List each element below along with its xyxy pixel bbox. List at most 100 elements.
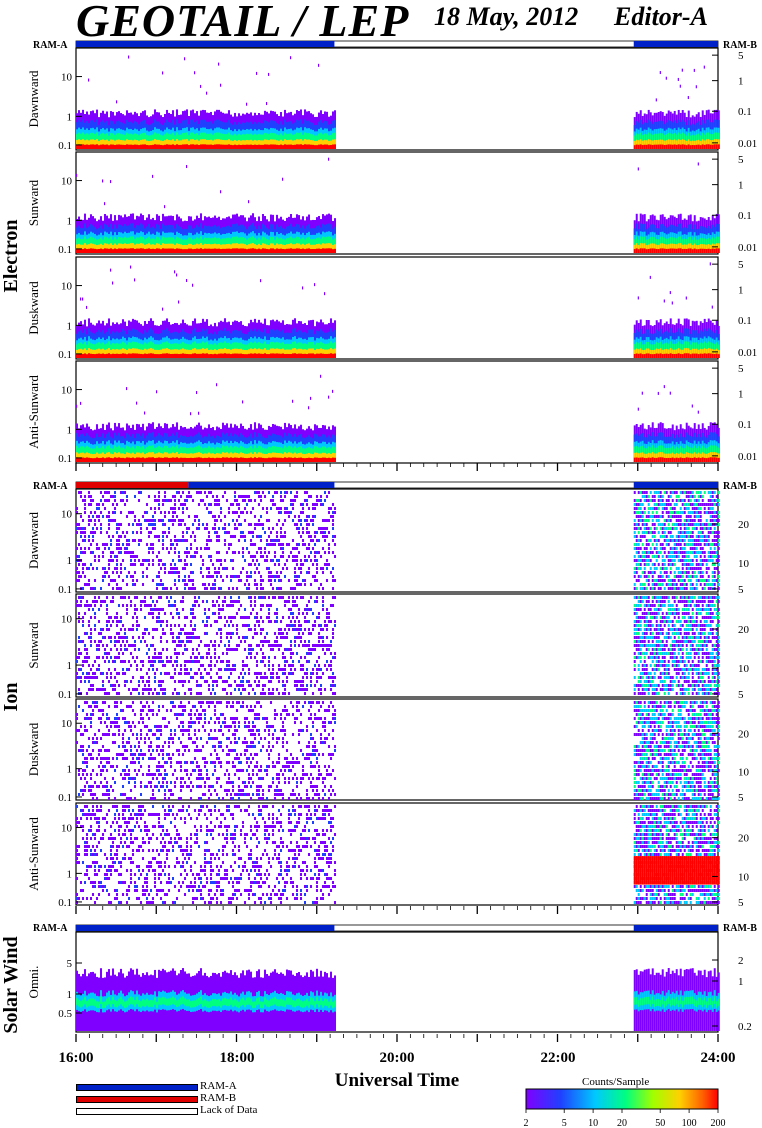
right-tick-label: 5: [738, 259, 744, 271]
group-label-ion: Ion: [0, 683, 22, 712]
lack-of-data-legend-label: Lack of Data: [200, 1104, 258, 1116]
left-tick-label: 10: [61, 509, 73, 521]
right-tick-label: 0.01: [738, 451, 757, 463]
left-tick-label: 0.1: [58, 689, 72, 701]
left-tick-label: 1: [67, 424, 73, 436]
ram-bar-segment: [76, 41, 335, 47]
panel-solar_wind-omni-: Omni. 5 1 0.5 2 1 0.2: [26, 931, 752, 1033]
right-tick-label: 0.01: [738, 138, 757, 150]
left-tick-label: 10: [61, 822, 73, 834]
left-tick-label: 10: [61, 385, 73, 397]
left-tick-label: 1: [67, 215, 73, 227]
colorbar-title: Counts/Sample: [582, 1076, 650, 1088]
right-tick-label: 5: [738, 897, 744, 909]
right-tick-label: 0.01: [738, 242, 757, 254]
ram-bars: RAM-A RAM-B RAM-A RAM-B RAM-A RAM-B: [33, 40, 757, 934]
panel-label: Omni.: [26, 966, 41, 999]
left-tick-label: 0.1: [58, 792, 72, 804]
spectrogram-data: [76, 374, 720, 462]
left-tick-label: 0.1: [58, 453, 72, 465]
colorbar-ticks: 2 5 10 20 50 100 200: [524, 1109, 726, 1128]
left-tick-label: 0.5: [58, 1008, 72, 1020]
panel-label: Duskward: [26, 281, 41, 335]
right-tick-label: 0.1: [738, 419, 752, 431]
panel-label: Anti-Sunward: [26, 375, 41, 449]
ram-b-label: RAM-B: [723, 40, 757, 51]
colorbar: 2 5 10 20 50 100 200: [524, 1088, 726, 1128]
left-tick-label: 10: [61, 614, 73, 626]
colorbar-gradient: [525, 1088, 719, 1110]
x-tick-label: 20:00: [380, 1050, 415, 1066]
lack-of-data-legend-swatch: [76, 1108, 198, 1115]
right-tick-label: 20: [738, 833, 750, 845]
x-axis-label: Universal Time: [335, 1070, 459, 1091]
left-tick-label: 0.1: [58, 584, 72, 596]
ram-a-legend-label: RAM-A: [200, 1080, 237, 1092]
colorbar-tick-label: 200: [711, 1118, 726, 1128]
left-tick-label: 1: [67, 555, 73, 567]
ram-a-label: RAM-A: [33, 40, 68, 51]
right-tick-label: 1: [738, 389, 744, 401]
panel-ion-anti-sunward: Anti-Sunward 10 1 0.1 20 10 5: [26, 802, 750, 909]
right-tick-label: 5: [738, 689, 744, 701]
panels-layer: Dawnward 10 1 0.1 5 1 0.1 0.01 Sunward 10 1 0.1 5 1 0.…: [26, 47, 757, 1033]
right-tick-label: 1: [738, 976, 744, 988]
spectrogram-data: [76, 805, 720, 904]
editor-label: Editor-A: [614, 2, 708, 31]
right-tick-label: 20: [738, 624, 750, 636]
panel-electron-dawnward: Dawnward 10 1 0.1 5 1 0.1 0.01: [26, 47, 757, 152]
left-tick-label: 1: [67, 868, 73, 880]
spectrogram-data: [76, 596, 720, 695]
panel-ion-dawnward: Dawnward 10 1 0.1 20 10 5: [26, 488, 750, 596]
colorbar-tick-label: 20: [617, 1118, 627, 1128]
right-tick-label: 0.1: [738, 106, 752, 118]
spectrogram-data: [76, 55, 720, 149]
ram-b-label: RAM-B: [723, 481, 757, 492]
right-tick-label: 5: [738, 584, 744, 596]
colorbar-tick-label: 50: [655, 1118, 665, 1128]
ram-bar-segment: [188, 482, 335, 488]
right-tick-label: 10: [738, 663, 750, 675]
panel-frame: [75, 698, 719, 801]
right-tick-label: 1: [738, 76, 744, 88]
ram-a-legend-swatch: [76, 1084, 198, 1091]
left-tick-label: 10: [61, 281, 73, 293]
group-label-solar-wind: Solar Wind: [0, 936, 22, 1033]
left-tick-label: 1: [67, 111, 73, 123]
ram-b-legend-swatch: [76, 1096, 198, 1103]
ram-bar-segment: [76, 482, 189, 488]
group-label-electron: Electron: [0, 220, 22, 293]
panel-ion-duskward: Duskward 10 1 0.1 20 10 5: [26, 698, 750, 804]
panel-label: Sunward: [26, 179, 41, 226]
colorbar-tick-label: 100: [682, 1118, 697, 1128]
panel-electron-duskward: Duskward 10 1 0.1 5 1 0.1 0.01: [26, 256, 757, 361]
colorbar-tick-label: 5: [562, 1118, 567, 1128]
right-tick-label: 2: [738, 955, 744, 967]
x-tick-label: 24:00: [701, 1050, 736, 1066]
panel-ion-sunward: Sunward 10 1 0.1 20 10 5: [26, 593, 750, 701]
colorbar-tick-label: 2: [524, 1118, 529, 1128]
left-tick-label: 0.1: [58, 349, 72, 361]
left-tick-label: 1: [67, 764, 73, 776]
spectrogram-data: [76, 968, 720, 1031]
right-tick-label: 0.2: [738, 1021, 752, 1033]
right-tick-label: 5: [738, 792, 744, 804]
ram-bar-segment: [76, 925, 335, 931]
right-tick-label: 10: [738, 558, 750, 570]
left-tick-label: 10: [61, 176, 73, 188]
spectrogram-data: [76, 701, 720, 800]
right-tick-label: 1: [738, 285, 744, 297]
ram-bar-segment: [633, 482, 718, 488]
right-tick-label: 20: [738, 728, 750, 740]
right-tick-label: 10: [738, 767, 750, 779]
ram-b-label: RAM-B: [723, 923, 757, 934]
panel-frame: [75, 488, 719, 593]
ram-bar-segment: [633, 925, 718, 931]
plot-date: 18 May, 2012: [434, 2, 579, 31]
panel-label: Anti-Sunward: [26, 817, 41, 891]
left-tick-label: 0.1: [58, 897, 72, 909]
panel-label: Duskward: [26, 722, 41, 776]
x-tick-label: 18:00: [220, 1050, 255, 1066]
ram-bar-segment: [633, 41, 718, 47]
